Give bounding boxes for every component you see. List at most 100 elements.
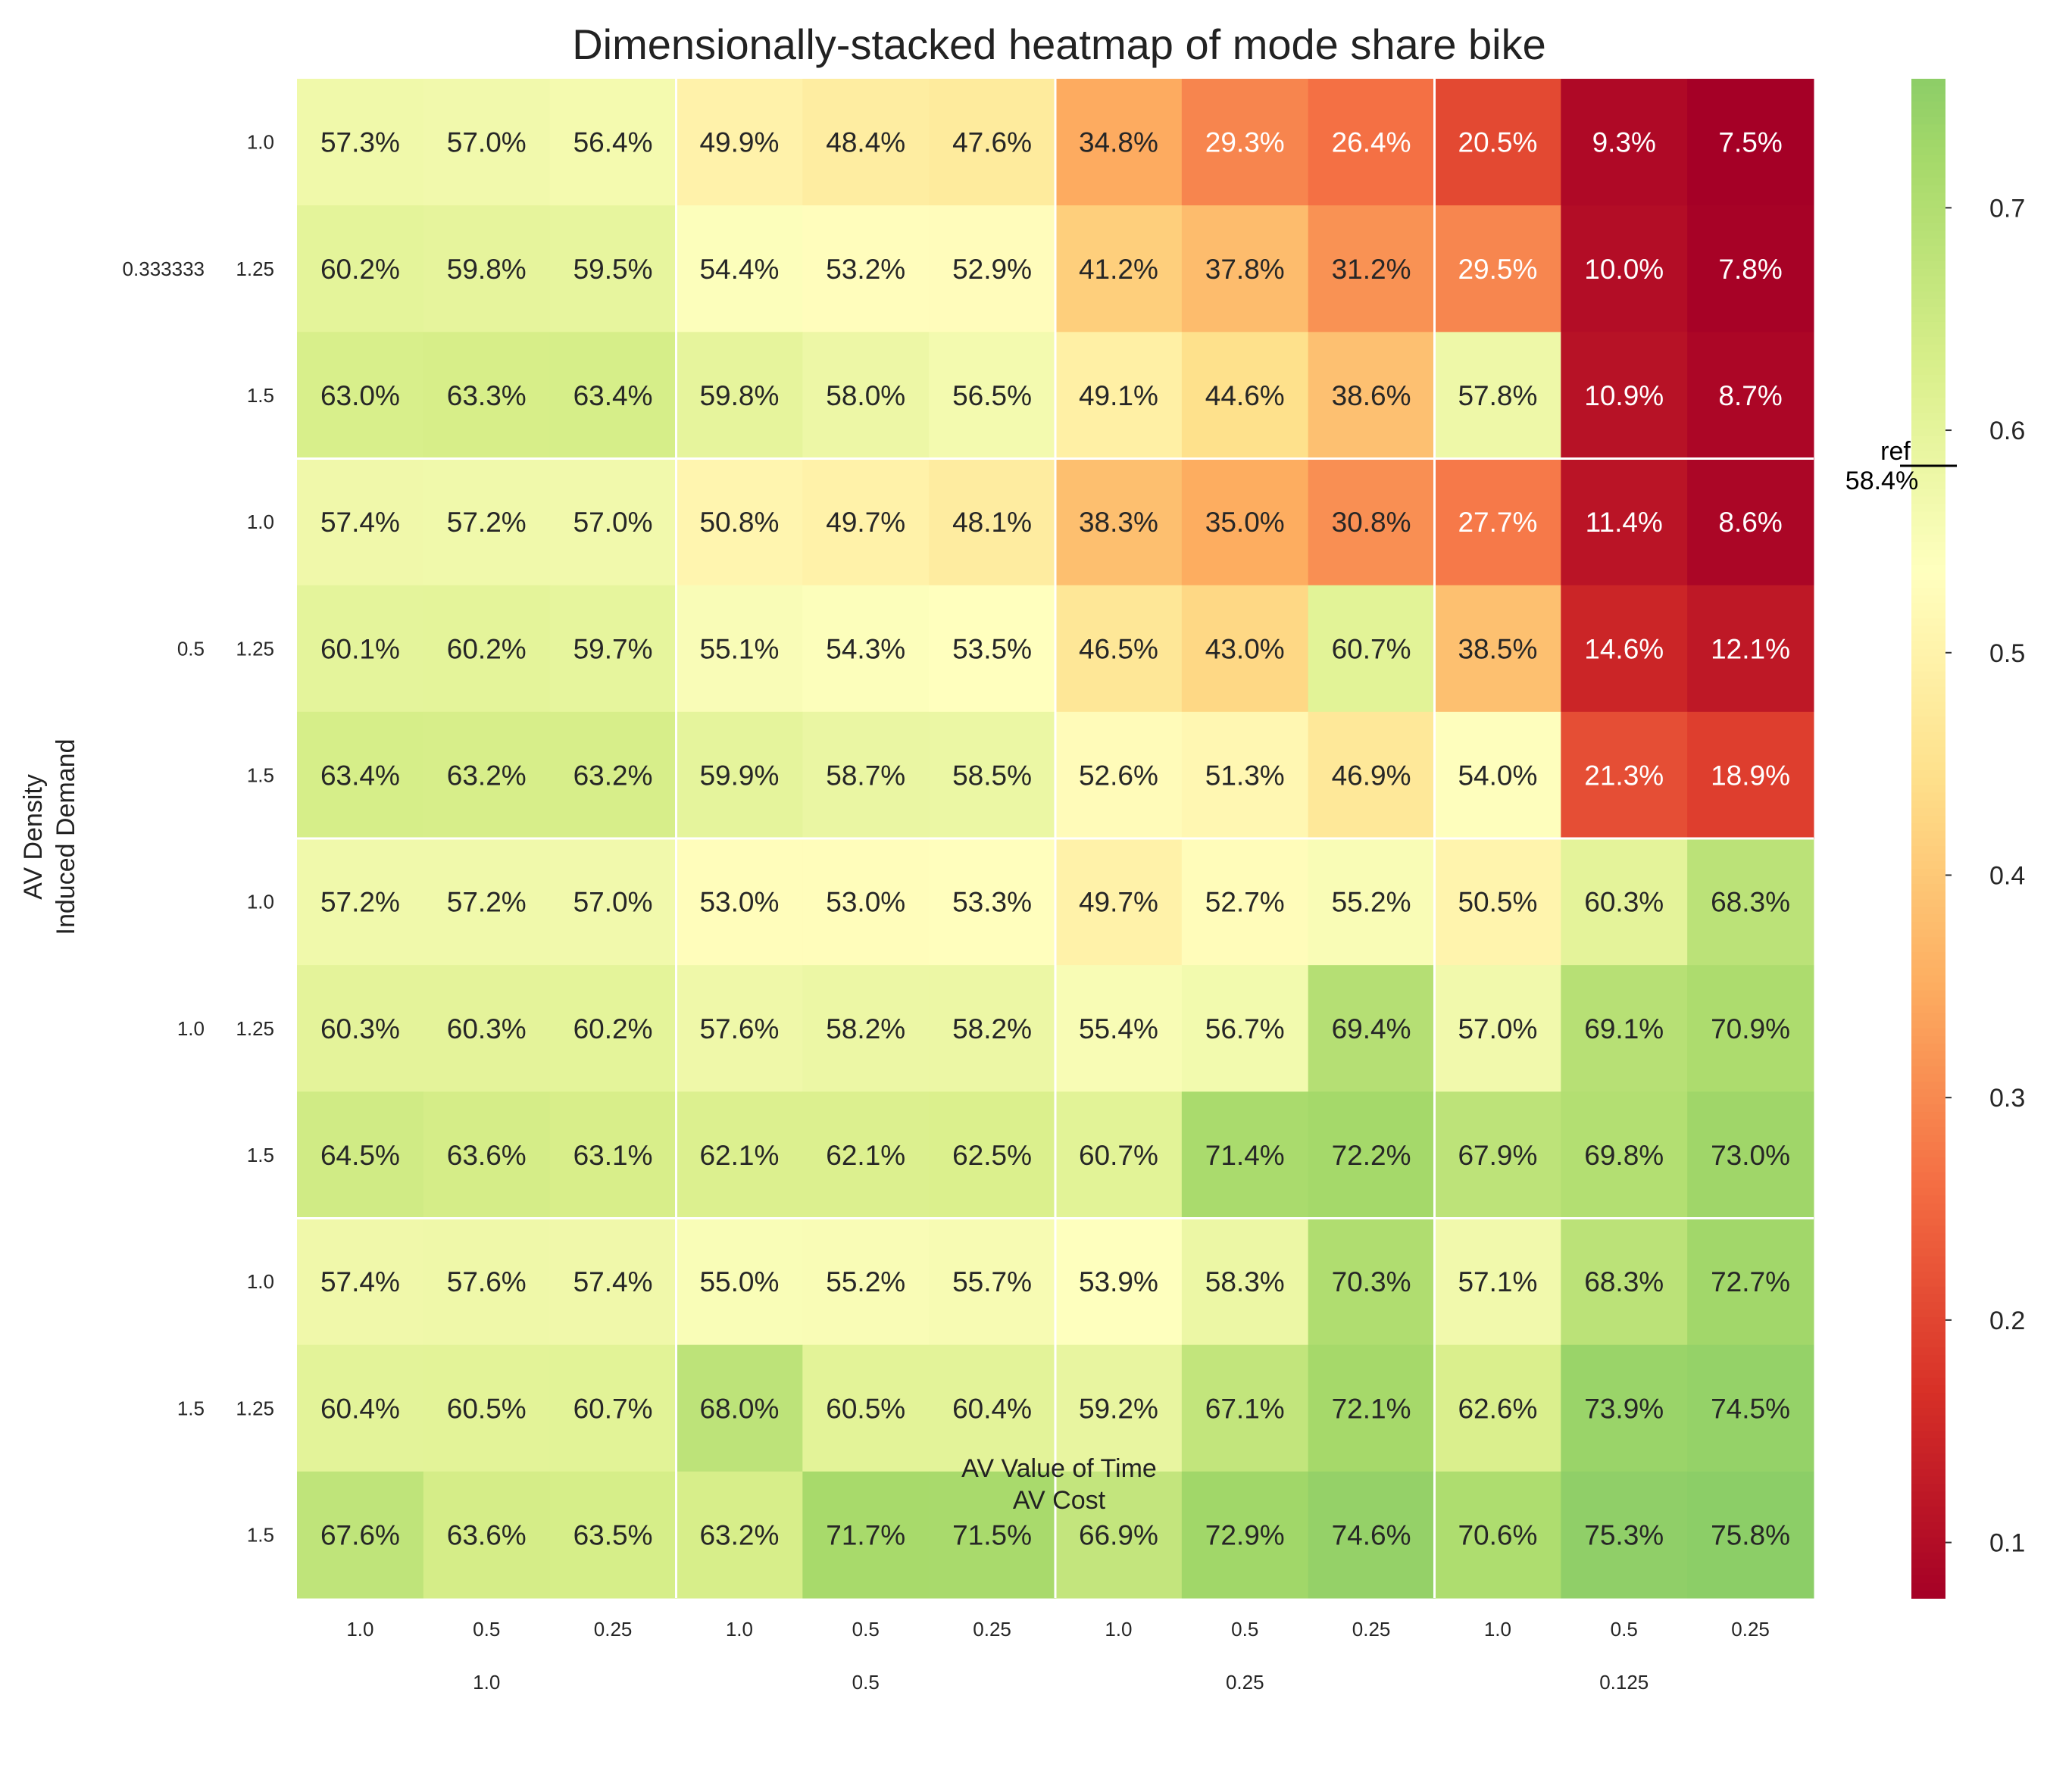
- heatmap-cell: [1687, 332, 1814, 459]
- cell-value-label: 48.1%: [952, 507, 1032, 538]
- cell-value-label: 60.3%: [1584, 887, 1664, 918]
- colorbar-segment: [1911, 352, 1945, 361]
- colorbar-segment: [1911, 94, 1945, 102]
- cell-value-label: 63.2%: [573, 760, 653, 791]
- colorbar-segment: [1911, 876, 1945, 885]
- heatmap-cell: [676, 458, 803, 586]
- cell-value-label: 60.3%: [447, 1013, 527, 1044]
- heatmap-cell: [423, 711, 551, 839]
- colorbar-segment: [1911, 101, 1945, 110]
- cell-value-label: 53.3%: [952, 887, 1032, 918]
- colorbar-segment: [1911, 1028, 1945, 1037]
- colorbar-segment: [1911, 1225, 1945, 1235]
- x-inner-tick-label: 0.5: [473, 1618, 500, 1641]
- heatmap-cell: [297, 1218, 424, 1346]
- y-inner-tick-label: 1.5: [247, 1523, 274, 1546]
- heatmap-cell: [929, 711, 1056, 839]
- colorbar-segment: [1911, 1271, 1945, 1280]
- cell-value-label: 60.3%: [320, 1013, 400, 1044]
- y-inner-tick-label: 1.25: [236, 1397, 274, 1419]
- colorbar-segment: [1911, 147, 1945, 156]
- heatmap-cell: [423, 585, 551, 713]
- x-outer-tick-label: 0.5: [852, 1671, 880, 1694]
- heatmap-cell: [676, 1218, 803, 1346]
- colorbar-segment: [1911, 800, 1945, 809]
- heatmap-cell: [1687, 585, 1814, 713]
- cell-value-label: 63.1%: [573, 1140, 653, 1171]
- heatmap-cell: [676, 1344, 803, 1472]
- cell-value-label: 62.1%: [699, 1140, 779, 1171]
- colorbar-segment: [1911, 1203, 1945, 1212]
- colorbar-segment: [1911, 526, 1945, 535]
- cell-value-label: 74.5%: [1711, 1393, 1790, 1424]
- colorbar-segment: [1911, 1453, 1945, 1463]
- heatmap-cell: [929, 205, 1056, 332]
- cell-value-label: 14.6%: [1584, 633, 1664, 664]
- colorbar-segment: [1911, 564, 1945, 573]
- colorbar-segment: [1911, 679, 1945, 688]
- colorbar-segment: [1911, 1408, 1945, 1417]
- cell-value-label: 43.0%: [1205, 633, 1285, 664]
- heatmap-cell: [1561, 1344, 1688, 1472]
- heatmap-cell: [549, 1471, 677, 1599]
- colorbar-segment: [1911, 1309, 1945, 1318]
- cell-value-label: 58.7%: [826, 760, 905, 791]
- cell-value-label: 59.8%: [699, 380, 779, 411]
- cell-value-label: 52.9%: [952, 254, 1032, 285]
- cell-value-label: 55.2%: [1332, 887, 1411, 918]
- cell-value-label: 67.9%: [1458, 1140, 1537, 1171]
- x-inner-tick-label: 0.25: [1352, 1618, 1391, 1641]
- heatmap-cell: [1561, 711, 1688, 839]
- colorbar-segment: [1911, 511, 1945, 520]
- cell-value-label: 68.3%: [1584, 1266, 1664, 1297]
- heatmap-cells: 57.3% 57.0% 56.4% 49.9% 48.4% 47.6% 34.8% 29.3%…: [297, 79, 1814, 1599]
- x-inner-tick-label: 1.0: [1484, 1618, 1511, 1641]
- cell-value-label: 53.5%: [952, 633, 1032, 664]
- y-outer-tick-label: 1.0: [177, 1017, 205, 1040]
- heatmap-cell: [676, 79, 803, 206]
- colorbar-segment: [1911, 1393, 1945, 1402]
- heatmap-cell: [423, 332, 551, 459]
- cell-value-label: 71.5%: [952, 1519, 1032, 1550]
- cell-value-label: 69.8%: [1584, 1140, 1664, 1171]
- colorbar-segment: [1911, 534, 1945, 543]
- colorbar-segment: [1911, 762, 1945, 771]
- colorbar-segment: [1911, 261, 1945, 270]
- heatmap-cell: [929, 332, 1056, 459]
- heatmap-cell: [1561, 458, 1688, 586]
- colorbar-segment: [1911, 200, 1945, 209]
- colorbar-segment: [1911, 663, 1945, 673]
- colorbar-segment: [1911, 1378, 1945, 1386]
- colorbar-segment: [1911, 610, 1945, 619]
- heatmap-cell: [1434, 1344, 1561, 1472]
- colorbar-segment: [1911, 777, 1945, 786]
- colorbar-segment: [1911, 1484, 1945, 1493]
- colorbar-segment: [1911, 1097, 1945, 1105]
- heatmap-cell: [1434, 79, 1561, 206]
- colorbar-segment: [1911, 656, 1945, 665]
- colorbar-segment: [1911, 170, 1945, 179]
- colorbar-segment: [1911, 595, 1945, 604]
- cell-value-label: 57.3%: [320, 127, 400, 158]
- heatmap-cell: [1055, 1344, 1183, 1472]
- cell-value-label: 72.7%: [1711, 1266, 1790, 1297]
- cell-value-label: 57.0%: [573, 887, 653, 918]
- colorbar-segment: [1911, 215, 1945, 224]
- cell-value-label: 60.2%: [573, 1013, 653, 1044]
- cell-value-label: 47.6%: [952, 127, 1032, 158]
- x-inner-tick-label: 1.0: [726, 1618, 753, 1641]
- colorbar-segment: [1911, 1552, 1945, 1561]
- heatmap-cell: [1181, 458, 1309, 586]
- cell-value-label: 74.6%: [1332, 1519, 1411, 1550]
- cell-value-label: 57.4%: [320, 1266, 400, 1297]
- cell-value-label: 50.8%: [699, 507, 779, 538]
- colorbar-segment: [1911, 542, 1945, 551]
- colorbar-segment: [1911, 1043, 1945, 1052]
- heatmap-cell: [1687, 1471, 1814, 1599]
- cell-value-label: 75.8%: [1711, 1519, 1790, 1550]
- colorbar-segment: [1911, 451, 1945, 460]
- heatmap-cell: [1687, 711, 1814, 839]
- cell-value-label: 69.1%: [1584, 1013, 1664, 1044]
- heatmap-cell: [1308, 332, 1435, 459]
- heatmap-cell: [802, 458, 930, 586]
